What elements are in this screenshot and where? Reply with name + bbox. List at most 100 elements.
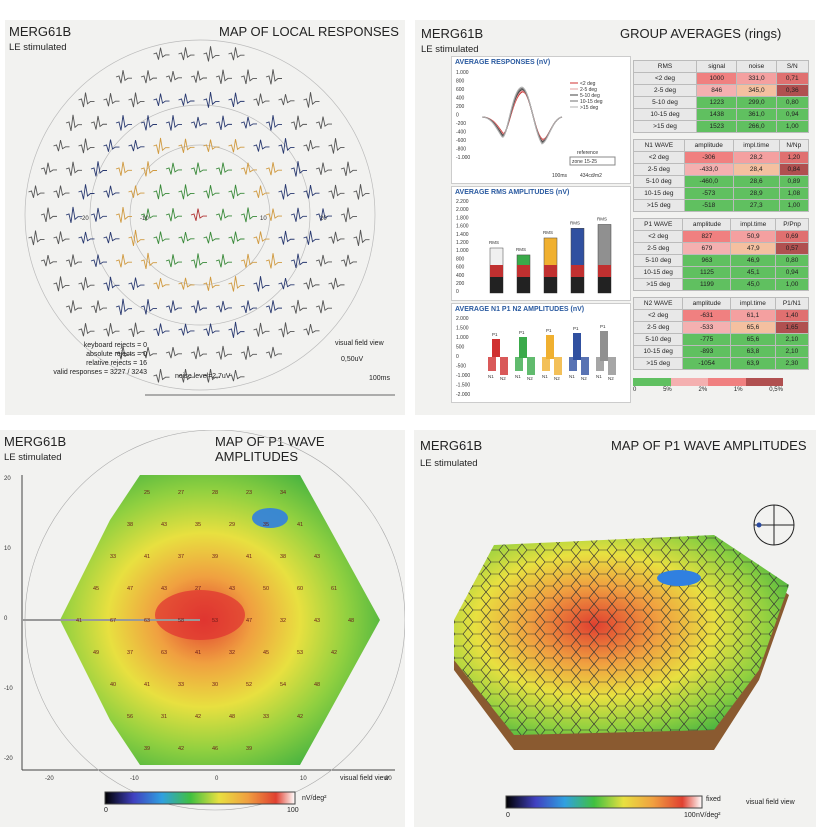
table-cell: 1223 <box>697 97 737 109</box>
table-cell: 1,65 <box>775 322 808 334</box>
local-response-trace <box>129 140 145 151</box>
local-response-trace <box>316 255 332 266</box>
local-response-trace <box>129 186 145 198</box>
average-response-trace <box>482 91 562 141</box>
local-response-trace <box>291 208 307 222</box>
table-cell: 2,10 <box>775 346 808 358</box>
average-responses-chart: 1.0008006004002000-200-400-600-800-1.000… <box>452 57 632 185</box>
rms-bar-label: RMS <box>543 230 553 235</box>
colorbar-unit: nV/deg² <box>696 812 721 819</box>
local-response-trace <box>216 209 232 221</box>
table-cell: 266,0 <box>737 121 776 133</box>
map-value: 49 <box>93 650 99 656</box>
tick-label: -800 <box>456 147 466 153</box>
local-response-trace <box>354 184 370 199</box>
valid-responses: valid responses = 3227 / 3243 <box>17 369 147 376</box>
map-value: 33 <box>110 554 116 560</box>
map-value: 40 <box>110 682 116 688</box>
local-response-trace <box>304 185 320 198</box>
local-response-trace <box>129 323 145 337</box>
map-value: 63 <box>144 618 150 624</box>
luminance-label: 434cd/m2 <box>580 173 602 179</box>
p1-heatmap-2d: 25 27 28 23 3438 43 35 29 35 4133 41 37 39 41 38 4345 47… <box>0 430 405 827</box>
table-header: signal <box>697 61 737 73</box>
table-header: noise <box>737 61 776 73</box>
table-cell: 28,2 <box>733 152 779 164</box>
p1-label: P1 <box>519 330 525 335</box>
average-responses-box: AVERAGE RESPONSES (nV) 1.000 800 600 400 200… <box>451 56 631 184</box>
local-response-trace <box>291 161 307 176</box>
map-value: 48 <box>229 714 235 720</box>
local-response-trace <box>79 277 95 290</box>
time-label: 100ms <box>552 173 568 179</box>
tick-label: -20 <box>45 776 54 782</box>
local-response-trace <box>166 300 182 312</box>
local-response-trace <box>341 255 357 267</box>
tick-label: -20 <box>80 216 89 222</box>
local-response-trace <box>266 347 282 358</box>
n1-bar <box>542 357 550 371</box>
local-response-trace <box>41 255 57 266</box>
table-header: impl.time <box>731 298 776 310</box>
panel-subject: MERG61B <box>421 26 483 41</box>
local-response-trace <box>191 253 207 268</box>
local-response-trace <box>304 92 320 107</box>
map-value: 41 <box>195 650 201 656</box>
table-header: amplitude <box>683 219 731 231</box>
rms-bar-chart: 2.2002.0001.8001.6001.4001.2001.00080060… <box>452 187 632 302</box>
table-cell: 2-5 deg <box>634 322 683 334</box>
table-row: 5-10 deg -775 65,6 2,10 <box>634 334 809 346</box>
tick-label: -1.500 <box>456 383 470 389</box>
map-value: 61 <box>331 586 337 592</box>
local-response-trace <box>54 140 70 151</box>
scale-label: 0,5% <box>769 387 783 393</box>
table-cell: 2,30 <box>775 358 808 370</box>
average-response-trace <box>482 90 562 142</box>
table-cell: -893 <box>683 346 731 358</box>
table-row: 10-15 deg -893 63,8 2,10 <box>634 346 809 358</box>
p1-bar <box>492 339 500 357</box>
tick-label: -10 <box>140 216 149 222</box>
tick-label: 200 <box>456 104 465 110</box>
table-cell: 10-15 deg <box>634 346 683 358</box>
map-value: 42 <box>178 746 184 752</box>
map-value: 37 <box>178 554 184 560</box>
local-response-trace <box>354 230 370 246</box>
tick-label: -1.000 <box>456 373 470 379</box>
local-response-trace <box>179 184 195 199</box>
table-cell: 2-5 deg <box>634 243 683 255</box>
tick-label: 400 <box>456 96 465 102</box>
table-cell: -433,0 <box>684 164 733 176</box>
local-response-trace <box>166 208 182 221</box>
table-cell: 28,6 <box>733 176 779 188</box>
tick-label: 1.500 <box>456 326 469 332</box>
table-cell: 0,57 <box>776 243 809 255</box>
p1-label: P1 <box>546 328 552 333</box>
local-response-trace <box>116 115 132 130</box>
map-value: 29 <box>229 522 235 528</box>
p1-surface-3d <box>414 430 816 827</box>
map-value: 48 <box>348 618 354 624</box>
table-row: >15 deg -518 27,3 1,00 <box>634 200 809 212</box>
n1-label: N1 <box>488 374 494 379</box>
table-cell: 679 <box>683 243 731 255</box>
tick-label: 400 <box>456 273 465 279</box>
tick-label: 1.000 <box>456 335 469 341</box>
local-response-trace <box>41 208 57 222</box>
table-header: impl.time <box>733 140 779 152</box>
tick-label: 600 <box>456 265 465 271</box>
local-response-trace <box>79 184 95 199</box>
n2-bar <box>500 357 508 375</box>
local-response-trace <box>266 162 282 175</box>
local-response-trace <box>179 278 195 290</box>
table-cell: >15 deg <box>634 200 685 212</box>
local-response-trace <box>166 347 182 358</box>
n1p1-chart-box: AVERAGE N1 P1 N2 AMPLITUDES (nV) 2.000 1.… <box>451 303 631 403</box>
local-responses-panel: MERG61B MAP OF LOCAL RESPONSES LE stimul… <box>5 20 405 415</box>
table-cell: 65,6 <box>731 334 776 346</box>
tick-label: 10 <box>300 776 307 782</box>
tick-label: 500 <box>456 345 465 351</box>
visual-field-label: visual field view <box>746 799 795 806</box>
map-value: 50 <box>263 586 269 592</box>
n1-bar <box>596 357 604 371</box>
